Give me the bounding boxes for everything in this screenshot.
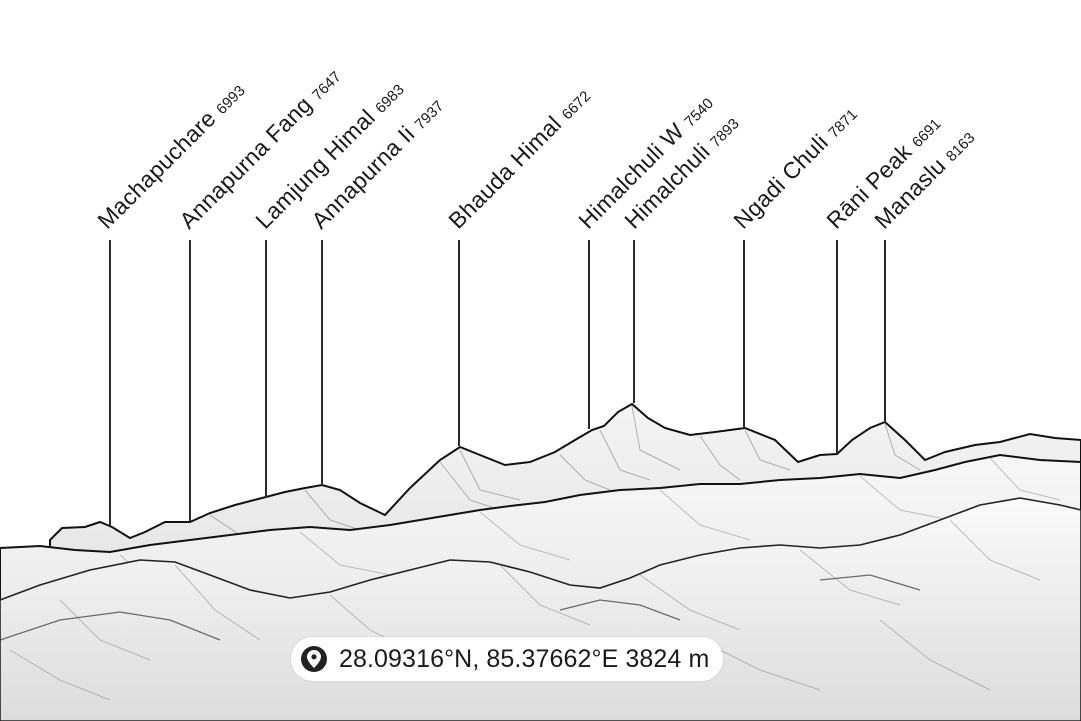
location-coordinates: 28.09316°N, 85.37662°E 3824 m: [339, 644, 710, 673]
leader-line-lamjung-himal: [265, 240, 267, 498]
leader-line-annapurna-fang: [189, 240, 191, 521]
location-badge[interactable]: 28.09316°N, 85.37662°E 3824 m: [291, 637, 724, 681]
leader-line-manaslu: [884, 240, 886, 421]
leader-line-ngadi-chuli: [743, 240, 745, 427]
leader-line-bhauda-himal: [458, 240, 460, 446]
leader-line-himalchuli-w: [588, 240, 590, 429]
near-hills: [0, 497, 1081, 721]
leader-line-rani-peak: [836, 240, 838, 453]
leader-line-annapurna-ii: [321, 240, 323, 484]
leader-line-himalchuli: [633, 240, 635, 403]
location-pin-icon: [301, 646, 327, 672]
leader-line-machapuchare: [109, 240, 111, 526]
